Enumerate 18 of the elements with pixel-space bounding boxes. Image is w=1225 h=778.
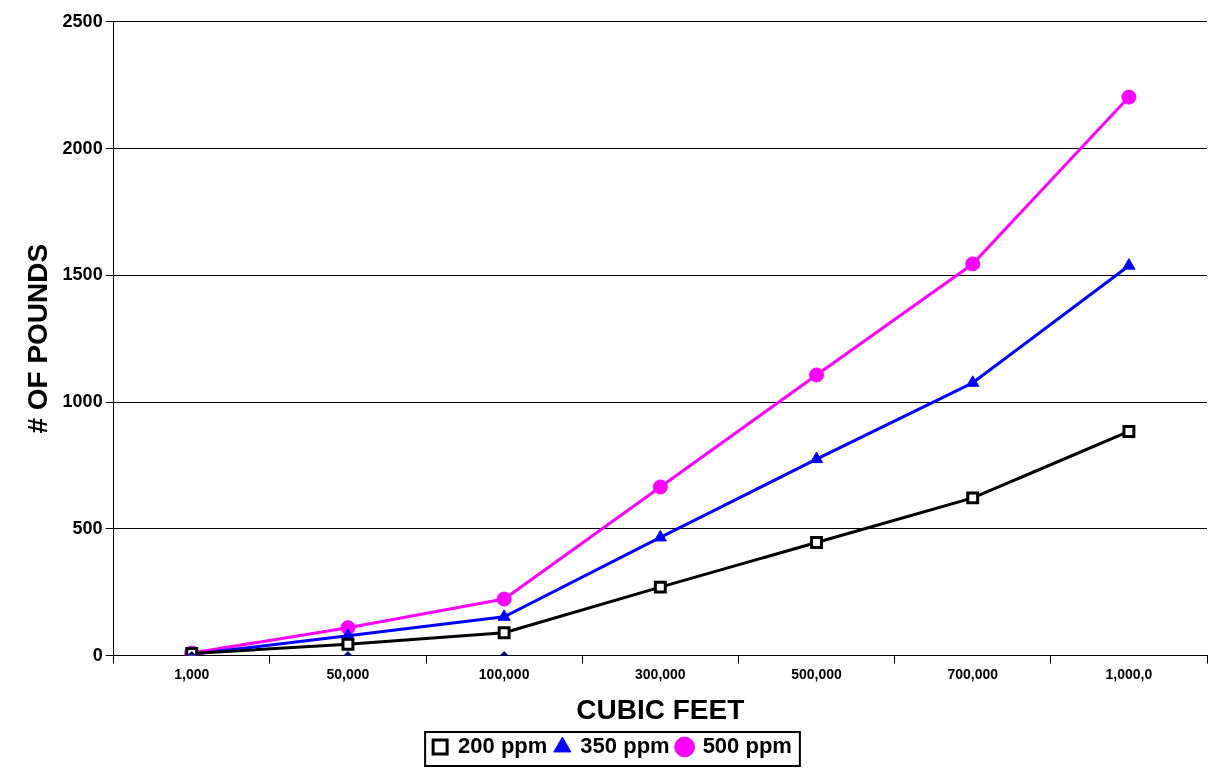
- x-tick-label: 300,000: [635, 665, 686, 682]
- legend-label: 500 ppm: [702, 733, 792, 759]
- y-tick-label: 2000: [62, 137, 103, 158]
- y-tick-label: 1000: [62, 391, 103, 412]
- x-axis-title: CUBIC FEET: [576, 693, 745, 725]
- x-tick-label: 500,000: [791, 665, 843, 682]
- y-tick-label: 2500: [62, 10, 103, 31]
- x-tick-label: 700,000: [947, 665, 999, 682]
- y-tick-label: 0: [92, 644, 103, 665]
- legend-label: 200 ppm: [458, 733, 548, 759]
- x-tick-label: 1,000: [174, 665, 210, 682]
- x-tick-label: 1,000,0: [1105, 665, 1153, 682]
- y-tick-label: 1500: [62, 264, 103, 285]
- x-tick-label: 100,000: [478, 665, 530, 682]
- legend-label: 350 ppm: [580, 733, 670, 759]
- y-tick-label: 500: [72, 517, 103, 538]
- y-axis-title: # OF POUNDS: [21, 243, 53, 434]
- x-tick-label: 50,000: [326, 665, 370, 682]
